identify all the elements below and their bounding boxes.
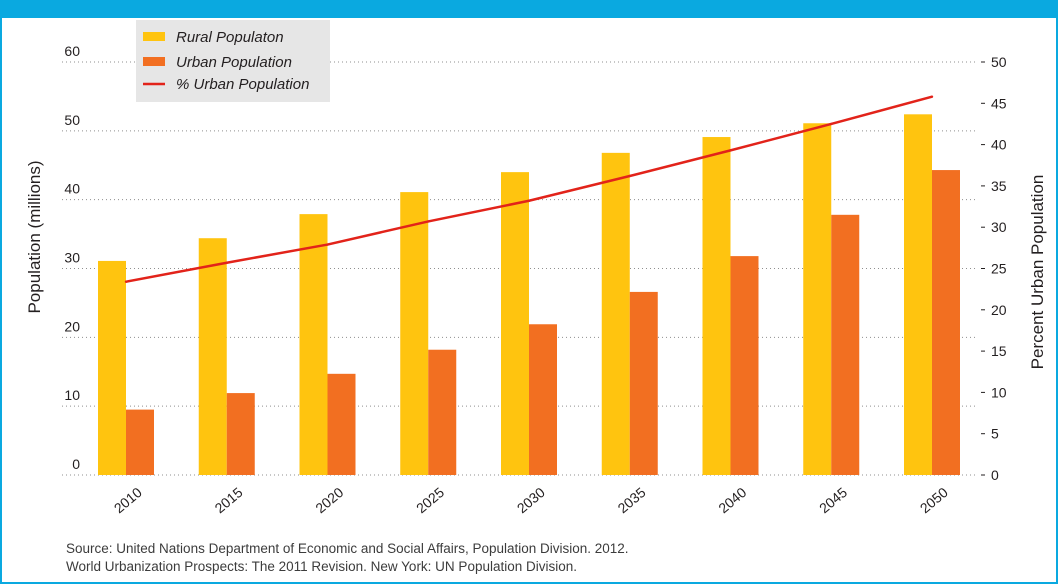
y-tick-label: 60: [64, 43, 80, 59]
rural-bar-2040: [702, 137, 731, 476]
y2-tick-label: 5: [991, 426, 999, 442]
x-tick-label: 2025: [413, 484, 447, 516]
y2-tick-label: 45: [991, 95, 1007, 111]
urban-percent-point-2015: [225, 261, 228, 264]
legend-background: [136, 20, 330, 102]
urban-bar-2010: [126, 409, 154, 475]
urban-percent-point-2020: [326, 243, 329, 246]
y-axis-ticks: 0 10 20 30 40 50 60: [64, 43, 80, 472]
y-tick-label: 50: [64, 112, 80, 128]
y2-tick-label: 0: [991, 467, 999, 483]
x-tick-label: 2045: [816, 484, 850, 516]
y-tick-label: 40: [64, 181, 80, 197]
y-tick-label: 20: [64, 318, 80, 334]
x-axis-ticks: 2010 2015 2020 2025 2030 2035 2040 2045 2050: [111, 484, 951, 516]
y2-tick-label: 40: [991, 137, 1007, 153]
y-tick-label: 30: [64, 250, 80, 266]
rural-bar-2025: [400, 192, 429, 475]
source-line-2: World Urbanization Prospects: The 2011 R…: [66, 559, 577, 574]
urban-percent-line-layer: [124, 95, 934, 283]
rural-bar-2020: [299, 214, 328, 475]
urban-percent-point-2025: [427, 220, 430, 223]
rural-bar-2050: [904, 114, 932, 476]
rural-bar-2010: [98, 260, 126, 475]
legend-label-urban: Urban Population: [176, 54, 292, 71]
urban-bar-2045: [831, 214, 860, 475]
y2-tick-label: 35: [991, 178, 1007, 194]
y-axis-title: Population (millions): [25, 160, 44, 313]
y2-tick-label: 10: [991, 384, 1007, 400]
bars: [98, 114, 960, 476]
urban-bar-2030: [529, 324, 557, 475]
urban-percent-point-2030: [527, 199, 531, 202]
x-tick-label: 2020: [312, 484, 346, 516]
urban-bar-2020: [327, 373, 356, 475]
legend-swatch-rural: [143, 32, 165, 41]
urban-percent-point-2035: [628, 174, 631, 178]
y-tick-label: 0: [72, 456, 80, 472]
x-tick-label: 2050: [917, 484, 951, 516]
y2-axis-ticks: 0 5 10 15 20 25 30 35 40 45 50: [981, 54, 1007, 483]
rural-bar-2035: [601, 152, 630, 476]
urban-bar-2050: [932, 170, 960, 475]
x-tick-label: 2015: [211, 484, 245, 516]
urban-percent-point-2050: [930, 95, 934, 98]
urban-percent-point-2045: [830, 122, 833, 126]
y2-tick-label: 25: [991, 261, 1007, 277]
legend-label-urban-percent: % Urban Population: [176, 76, 309, 93]
urban-bar-2040: [730, 256, 759, 475]
rural-bar-2030: [501, 172, 529, 475]
x-tick-label: 2035: [614, 484, 648, 516]
y2-axis-title: Percent Urban Population: [1028, 175, 1047, 370]
legend: Rural Populaton Urban Population % Urban…: [136, 20, 330, 102]
urban-bar-2025: [428, 349, 457, 475]
x-tick-label: 2030: [514, 484, 548, 516]
urban-percent-point-2010: [124, 280, 128, 283]
legend-label-rural: Rural Populaton: [176, 29, 284, 46]
urban-percent-point-2040: [729, 149, 732, 152]
rural-bar-2045: [803, 123, 832, 476]
urban-bar-2035: [629, 291, 658, 475]
x-tick-label: 2010: [111, 484, 145, 516]
y-tick-label: 10: [64, 387, 80, 403]
legend-swatch-urban: [143, 57, 165, 66]
y2-tick-label: 50: [991, 54, 1007, 70]
urban-bar-2015: [226, 393, 255, 475]
y2-tick-label: 20: [991, 302, 1007, 318]
source-line-1: Source: United Nations Department of Eco…: [66, 541, 629, 556]
y2-tick-label: 15: [991, 343, 1007, 359]
y2-tick-label: 30: [991, 219, 1007, 235]
rural-bar-2015: [198, 238, 227, 475]
x-tick-label: 2040: [715, 484, 749, 516]
